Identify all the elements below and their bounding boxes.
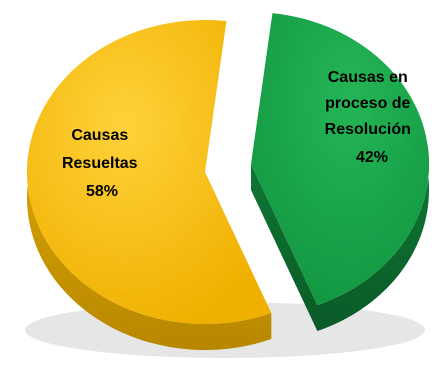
- slice-label-proceso-line-3: Resolución: [325, 121, 411, 138]
- pie-slice-resueltas-side: [27, 150, 272, 350]
- slice-label-resueltas-line-2: Resueltas: [62, 155, 138, 172]
- slice-label-proceso-line-4: 42%: [356, 149, 388, 166]
- slice-label-proceso-line-2: proceso de: [325, 95, 410, 112]
- pie-slice-proceso: Causas en proceso de Resolución 42%: [251, 13, 429, 332]
- slice-label-proceso: Causas en proceso de Resolución 42%: [325, 69, 416, 166]
- pie-slice-resueltas: Causas Resueltas 58%: [26, 19, 272, 350]
- pie-slice-proceso-top: [251, 13, 429, 306]
- pie-slice-proceso-side: [251, 144, 429, 332]
- slice-label-resueltas-line-3: 58%: [86, 183, 118, 200]
- slice-label-resueltas: Causas Resueltas 58%: [62, 127, 142, 200]
- slice-label-resueltas-line-1: Causas: [71, 127, 128, 144]
- slice-label-proceso-line-1: Causas en: [328, 69, 408, 86]
- pie-slice-resueltas-top: [26, 19, 272, 324]
